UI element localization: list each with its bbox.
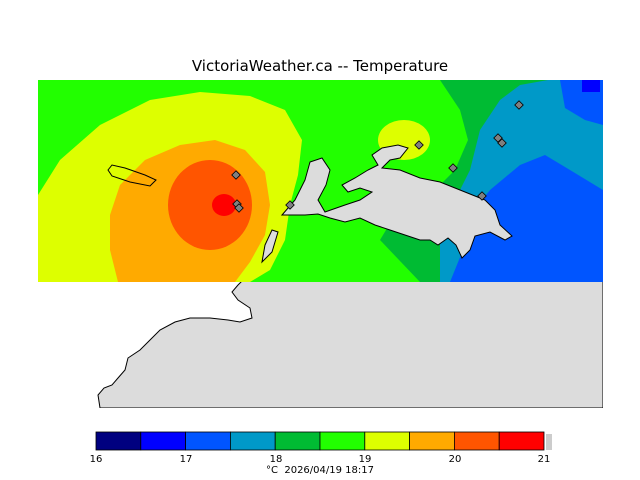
colorbar-band <box>319 431 366 451</box>
station-marker <box>285 200 295 210</box>
colorbar-band <box>364 431 410 451</box>
colorbar-band <box>453 431 500 451</box>
station-marker <box>231 170 241 180</box>
caption: °C 2026/04/19 18:17 <box>0 465 640 476</box>
colorbar-tick: 17 <box>179 454 193 465</box>
station-marker <box>448 163 458 173</box>
colorbar-band <box>409 431 455 451</box>
colorbar-band <box>274 431 321 451</box>
station-marker <box>234 203 244 213</box>
colorbar-band <box>498 431 545 451</box>
colorbar-tick: 16 <box>89 454 103 465</box>
colorbar-band <box>140 431 187 451</box>
colorbar-tick: 20 <box>448 454 462 465</box>
colorbar-band <box>229 431 276 451</box>
unit-label: °C <box>266 465 278 476</box>
station-marker <box>414 140 424 150</box>
map-title: VictoriaWeather.ca -- Temperature <box>191 57 449 75</box>
station-marker <box>477 191 487 201</box>
station-marker <box>497 138 507 148</box>
colorbar-band <box>95 431 142 451</box>
colorbar-band <box>185 431 231 451</box>
colorbar-tick: 18 <box>269 454 283 465</box>
colorbar-tick: 19 <box>358 454 372 465</box>
colorbar-tick: 21 <box>537 454 551 465</box>
station-marker <box>514 100 524 110</box>
timestamp: 2026/04/19 18:17 <box>284 465 374 476</box>
coastline <box>280 144 513 259</box>
